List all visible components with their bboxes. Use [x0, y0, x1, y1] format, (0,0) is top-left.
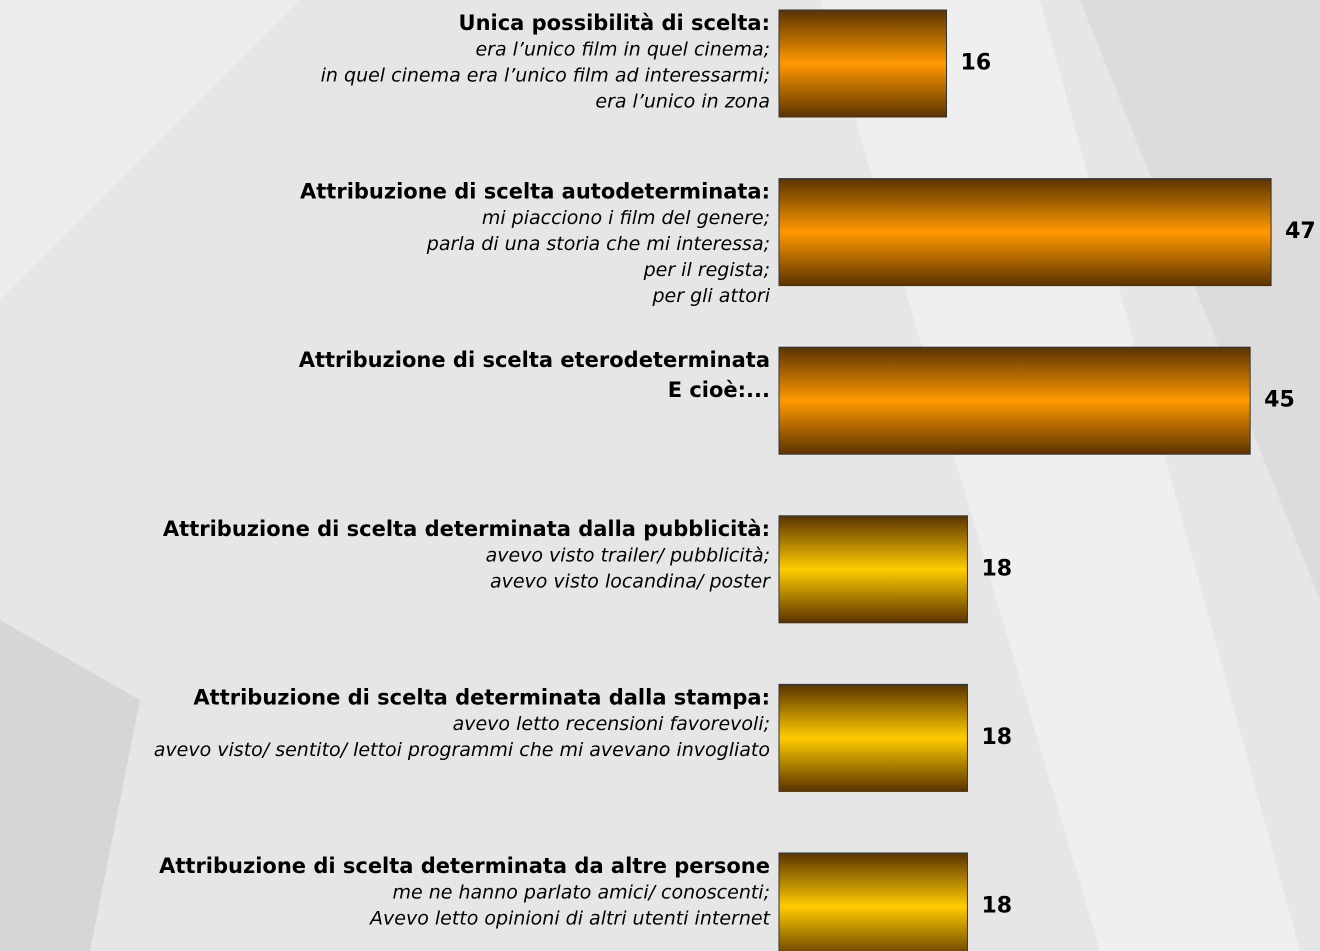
- category-description: avevo visto trailer/ pubblicità;: [486, 544, 770, 566]
- category-description: parla di una storia che mi interessa;: [426, 233, 770, 255]
- bg-shape: [0, 0, 300, 300]
- category-description: avevo visto locandina/ poster: [490, 570, 771, 592]
- category-description: me ne hanno parlato amici/ conoscenti;: [392, 882, 770, 904]
- value-label: 16: [961, 51, 992, 76]
- category-title: Attribuzione di scelta autodeterminata:: [300, 180, 770, 204]
- category-description: era l’unico in zona: [595, 91, 770, 113]
- category-description: avevo visto/ sentito/ lettoi programmi c…: [154, 739, 770, 761]
- category-title: Attribuzione di scelta determinata dalla…: [163, 517, 770, 541]
- bar: [778, 515, 968, 624]
- category-description: per gli attori: [651, 285, 770, 307]
- value-label: 47: [1285, 219, 1316, 244]
- value-label: 45: [1264, 388, 1295, 413]
- category-description: era l’unico film in quel cinema;: [475, 39, 770, 61]
- category-description: mi piacciono i film del genere;: [482, 207, 770, 229]
- category-title: Attribuzione di scelta eterodeterminata: [299, 348, 770, 372]
- bar: [778, 346, 1251, 455]
- bar: [778, 178, 1272, 287]
- category-title: E cioè:...: [668, 378, 770, 402]
- category-description: per il regista;: [643, 259, 770, 281]
- category-title: Attribuzione di scelta determinata da al…: [159, 854, 770, 878]
- value-label: 18: [981, 725, 1012, 750]
- category-title: Unica possibilità di scelta:: [459, 11, 770, 35]
- bg-shape: [0, 620, 140, 951]
- value-label: 18: [981, 894, 1012, 919]
- value-label: 18: [981, 556, 1012, 581]
- bar: [778, 9, 948, 118]
- bg-shape: [1080, 0, 1320, 600]
- category-title: Attribuzione di scelta determinata dalla…: [193, 685, 770, 709]
- category-description: in quel cinema era l’unico film ad inter…: [321, 65, 770, 87]
- bar: [778, 852, 968, 951]
- bar: [778, 683, 968, 792]
- category-description: Avevo letto opinioni di altri utenti int…: [368, 908, 772, 930]
- category-description: avevo letto recensioni favorevoli;: [453, 713, 770, 735]
